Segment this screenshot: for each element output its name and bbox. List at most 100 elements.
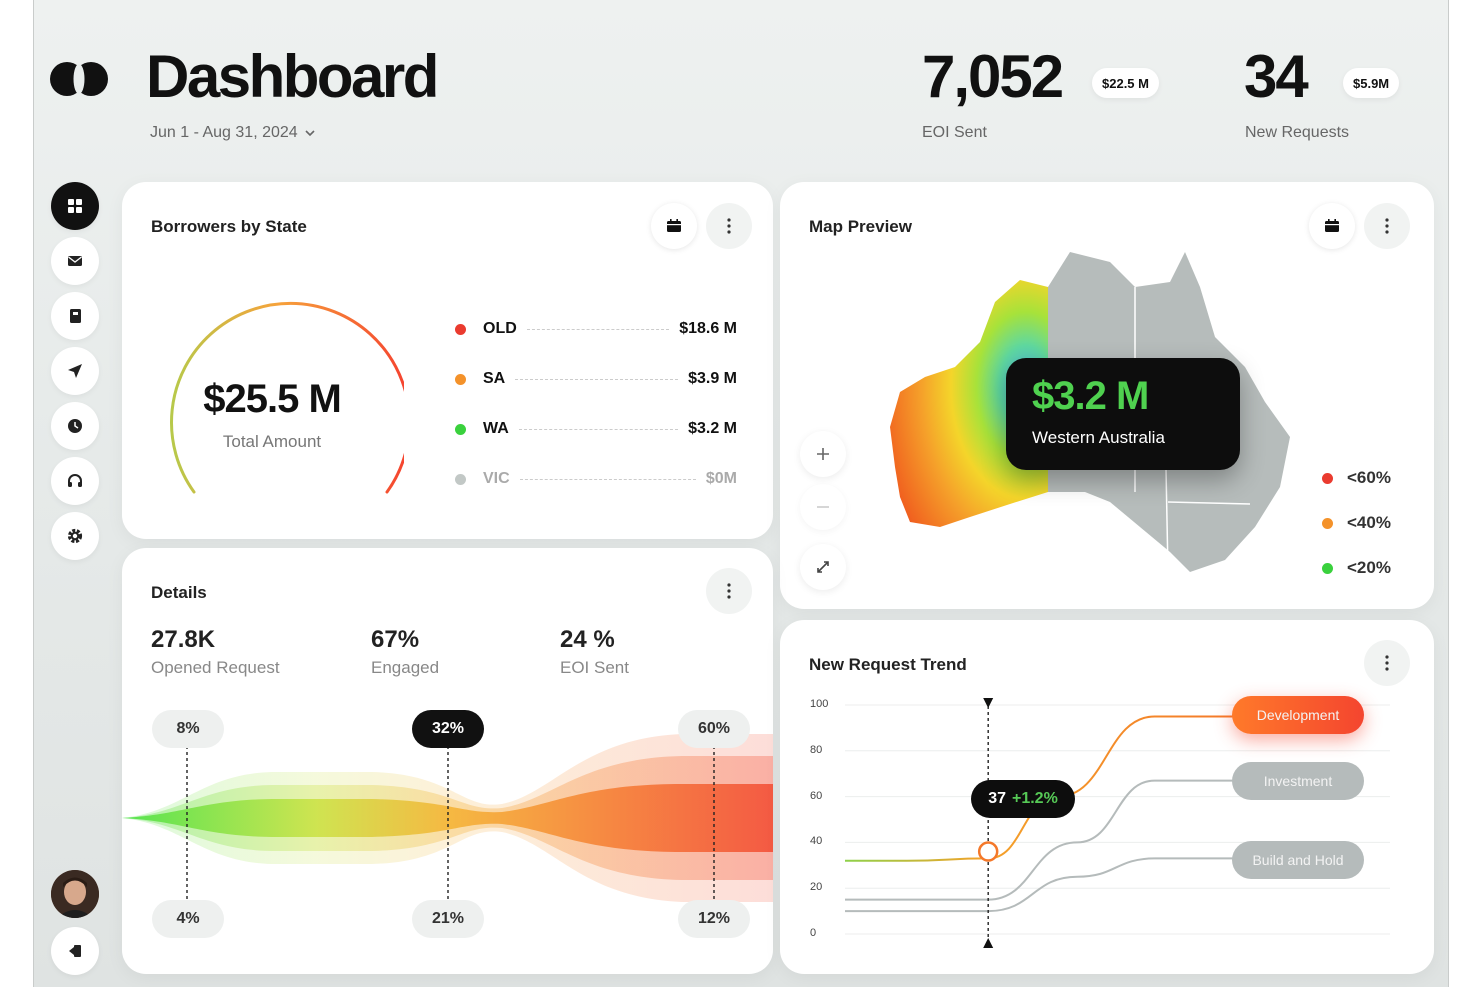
marker-arrow-top [983,698,994,708]
y-tick-label: 60 [810,789,823,802]
y-tick-label: 100 [810,698,829,710]
sidebar-item-settings[interactable] [51,512,99,560]
calendar-icon [1325,219,1339,232]
date-range-picker[interactable]: Jun 1 - Aug 31, 2024 [150,124,316,142]
book-icon [70,309,81,323]
zoom-in-button[interactable] [800,431,846,477]
brand-logo [50,62,108,96]
headset-icon [68,474,82,487]
series-label-development[interactable]: Development [1232,696,1364,734]
sidebar-item-dashboard[interactable] [51,182,99,230]
gear-icon [67,528,83,544]
state-name: VIC [483,470,510,487]
map-legend-item: <20% [1322,557,1391,579]
map-more-options-button[interactable] [1364,203,1410,249]
state-color-dot [455,323,466,335]
engagement-funnel-chart [122,728,773,903]
zoom-out-button[interactable] [800,484,846,530]
total-amount-gauge [170,301,404,494]
kpi-eoi-badge: $22.5 M [1092,68,1159,98]
avatar[interactable] [51,870,99,918]
state-color-dot [455,373,466,385]
chevron-down-icon [305,130,315,137]
stat-opened-label: Opened Request [151,658,280,677]
details-card: Details 27.8K Opened Request 67% Engaged… [122,548,773,974]
borrowers-card: Borrowers by State $25.5 M Total Amount … [122,182,773,539]
details-more-options-button[interactable] [706,568,752,614]
kpi-requests-label: New Requests [1245,124,1350,141]
state-legend-row: OLD $18.6 M [455,318,737,340]
user-avatar-image [51,870,99,918]
borrowers-title: Borrowers by State [151,217,307,236]
marker-arrow-bottom [983,938,994,948]
map-tooltip-value: $3.2 M [1032,374,1149,418]
stat-opened-value: 27.8K [151,626,216,653]
sidebar-item-history[interactable] [51,402,99,450]
kpi-eoi-value: 7,052 [922,43,1064,110]
app-window: Dashboard Jun 1 - Aug 31, 2024 7,052 $22… [33,0,1449,987]
expand-icon [817,561,829,573]
sidebar-item-book[interactable] [51,292,99,340]
series-label-investment[interactable]: Investment [1232,762,1364,800]
trend-more-options-button[interactable] [1364,640,1410,686]
plus-icon [817,448,829,460]
map-legend-item: <40% [1322,512,1391,534]
more-options-button[interactable] [706,203,752,249]
total-amount-value: $25.5 M [203,377,342,421]
expand-map-button[interactable] [800,544,846,590]
kpi-requests-badge: $5.9M [1343,68,1400,98]
map-title: Map Preview [809,217,912,236]
more-vertical-icon [1385,655,1389,671]
map-legend-label: <60% [1347,468,1391,487]
state-name: OLD [483,320,517,337]
logout-button[interactable] [51,927,99,975]
y-tick-label: 0 [810,927,817,939]
map-calendar-button[interactable] [1309,203,1355,249]
map-legend-item: <60% [1322,467,1391,489]
legend-divider [518,428,679,430]
sidebar-item-mail[interactable] [51,237,99,285]
map-legend-label: <20% [1347,558,1391,577]
state-legend-row: WA $3.2 M [455,418,737,440]
map-legend-label: <40% [1347,513,1391,532]
y-tick-label: 20 [810,881,823,894]
series-line-build-and-hold [845,857,1240,913]
stat-eoi-value: 24 % [560,626,615,653]
trend-tooltip: 37 +1.2% [971,780,1075,818]
calendar-button[interactable] [651,203,697,249]
kpi-eoi-label: EOI Sent [922,124,987,141]
kpi-requests-value: 34 [1244,43,1309,110]
more-vertical-icon [727,583,731,599]
legend-divider [519,478,696,480]
funnel-top-pill-3: 60% [678,710,750,748]
state-value: $3.9 M [688,370,737,387]
legend-divider [515,378,679,380]
funnel-top-pill-1: 8% [152,710,224,748]
state-value: $18.6 M [679,320,737,337]
stat-engaged-value: 67% [371,626,420,653]
more-vertical-icon [1385,218,1389,234]
sidebar-item-send[interactable] [51,347,99,395]
details-title: Details [151,583,207,602]
state-value: $0M [705,470,737,487]
y-tick-label: 80 [810,743,823,756]
stat-eoi-label: EOI Sent [560,658,629,677]
logout-icon [69,945,81,957]
calendar-icon [667,219,681,232]
series-label-build-and-hold[interactable]: Build and Hold [1232,841,1364,879]
map-tooltip: $3.2 M Western Australia [1006,358,1240,470]
trend-marker-point[interactable] [977,841,999,862]
legend-color-dot [1322,472,1333,484]
state-name: SA [483,370,506,387]
minus-icon [817,506,829,508]
legend-divider [526,328,670,330]
sidebar-item-support[interactable] [51,457,99,505]
dashboard-grid-icon [68,199,82,213]
funnel-top-pill-2: 32% [412,710,484,748]
state-value: $3.2 M [688,420,737,437]
page-title: Dashboard [146,43,439,110]
map-tooltip-label: Western Australia [1032,428,1165,447]
state-color-dot [455,473,466,485]
legend-color-dot [1322,562,1333,574]
legend-color-dot [1322,517,1333,529]
